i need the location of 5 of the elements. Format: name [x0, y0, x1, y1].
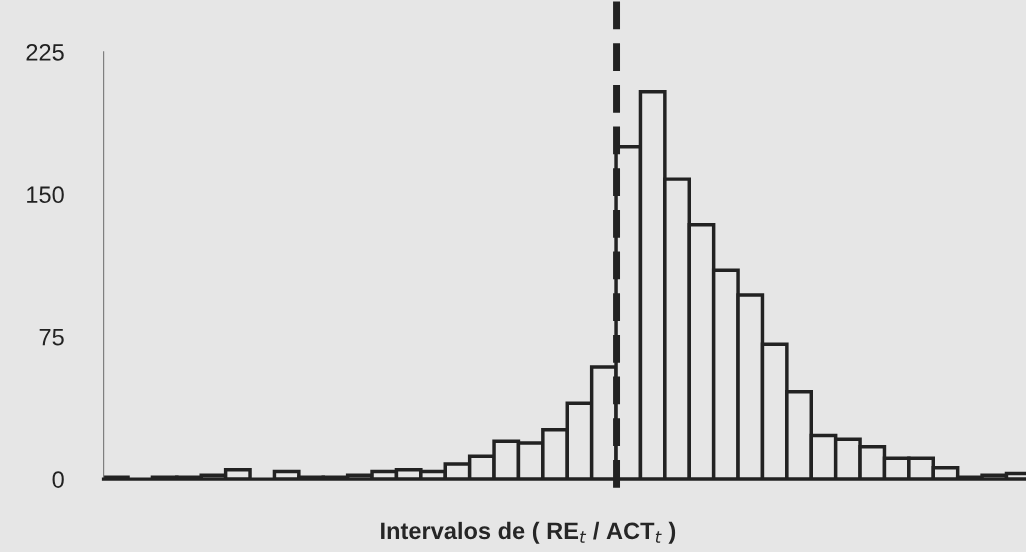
y-tick-label: 225 — [26, 43, 64, 61]
y-tick-label: 0 — [52, 471, 64, 488]
y-tick-label: 75 — [39, 329, 64, 346]
x-axis-title: Intervalos de ( RE$_{t}$ / ACT$_{t}$ ) — [381, 521, 676, 544]
y-tick-label: 150 — [27, 186, 64, 204]
